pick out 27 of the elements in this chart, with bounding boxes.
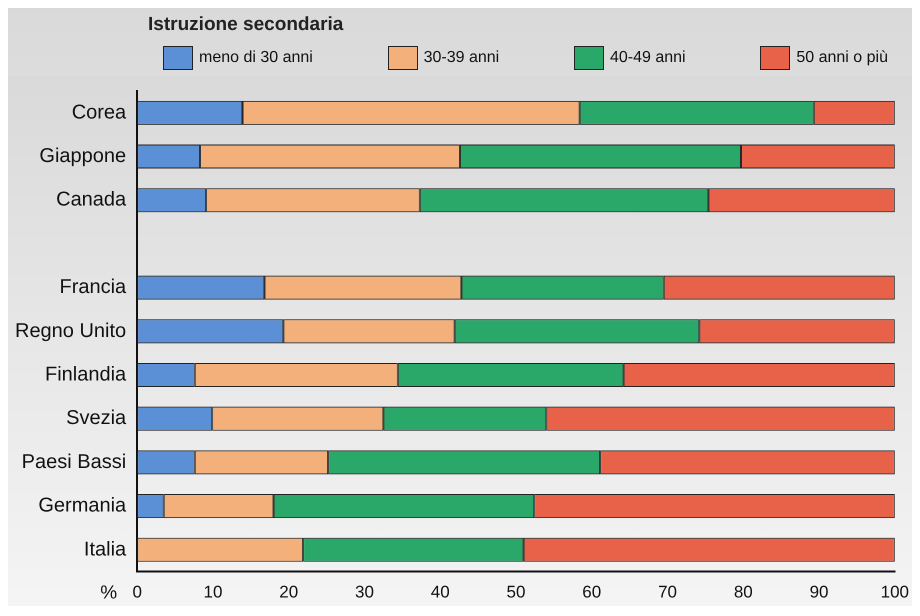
y-tick-label: Italia [84, 538, 128, 560]
chart-title: Istruzione secondaria [147, 13, 344, 36]
y-tick-label: Francia [59, 276, 128, 298]
y-tick-label: Finlandia [45, 364, 128, 386]
x-tick-label: 70 [658, 582, 677, 602]
y-tick-label: Paesi Bassi [22, 450, 126, 473]
x-tick-label: 80 [734, 582, 753, 602]
x-tick-label: 60 [582, 582, 602, 602]
y-tick-label: Canada [56, 188, 128, 211]
x-tick-label: 50 [506, 582, 526, 602]
legend-label: 30-39 anni [424, 49, 500, 67]
y-tick-label: Corea [72, 101, 128, 124]
x-tick-label: 0 [132, 582, 142, 602]
y-tick-label: Regno Unito [14, 320, 126, 342]
x-tick-label: 40 [430, 582, 450, 602]
y-tick-label: Svezia [66, 407, 128, 430]
text: 50 anni o più [796, 49, 888, 67]
x-tick-label: 90 [810, 582, 829, 602]
legend-label: 40-49 anni [610, 49, 686, 67]
x-tick-label: 10 [203, 582, 222, 602]
x-tick-label: 100 [880, 582, 910, 602]
x-axis-title: % [100, 582, 118, 604]
x-tick-label: 30 [355, 582, 374, 602]
y-tick-label: Germania [38, 494, 128, 517]
x-tick-label: 20 [279, 582, 298, 602]
y-tick-label: Giappone [39, 145, 126, 168]
legend-label: meno di 30 anni [199, 49, 313, 67]
